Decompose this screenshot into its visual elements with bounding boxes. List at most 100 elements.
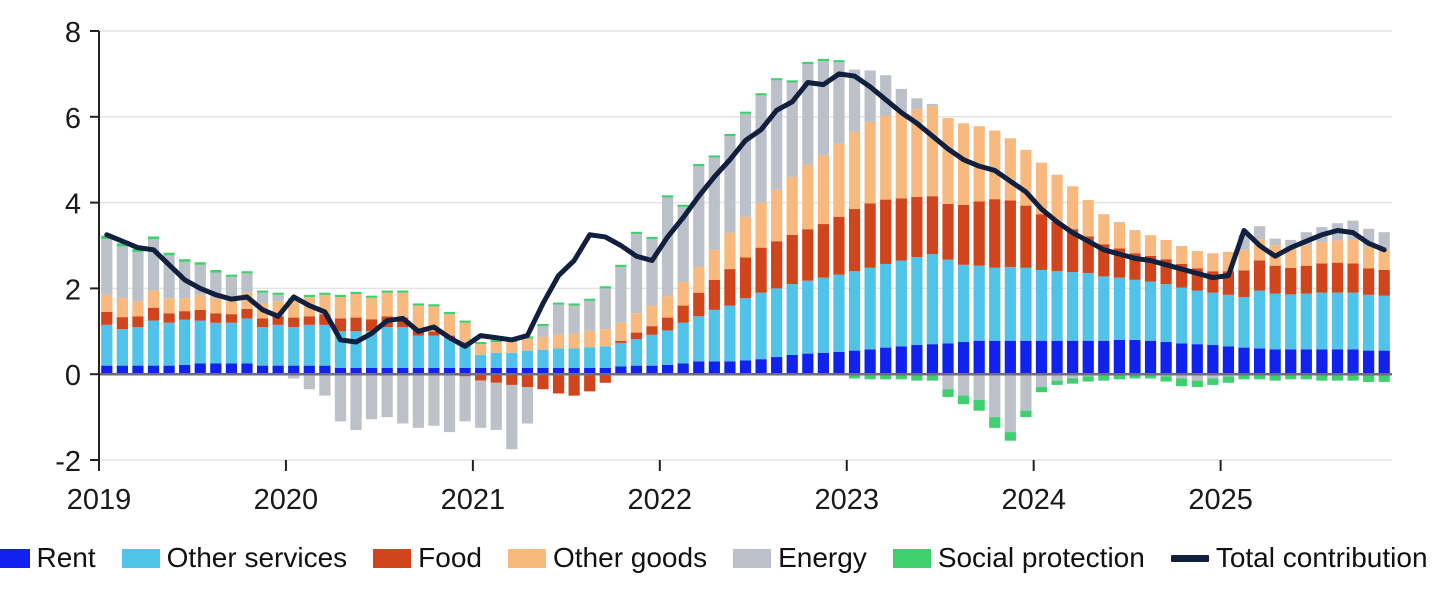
bar-segment <box>1378 269 1390 296</box>
bar-segment <box>989 130 1001 200</box>
bar-segment <box>147 290 160 308</box>
bar-segment <box>521 374 534 388</box>
bar-segment <box>225 300 238 315</box>
bar-segment <box>1285 267 1297 295</box>
bar-segment <box>646 236 658 240</box>
bar-segment <box>147 236 160 240</box>
bar-segment <box>895 88 907 113</box>
bar-segment <box>662 364 674 375</box>
legend-item[interactable]: Food <box>373 544 482 572</box>
bar-segment <box>1285 349 1297 375</box>
bar-segment <box>802 229 814 281</box>
bar-segment <box>630 313 643 333</box>
bar-segment <box>1098 276 1110 341</box>
bar-segment <box>116 317 128 330</box>
bar-segment <box>163 252 175 256</box>
bar-segment <box>288 317 300 328</box>
legend-item[interactable]: Energy <box>733 544 867 572</box>
bar-segment <box>1316 374 1328 381</box>
bar-segment <box>350 331 362 368</box>
bar-segment <box>957 342 970 375</box>
bar-segment <box>833 351 845 375</box>
bar-segment <box>568 367 580 375</box>
legend-label: Other services <box>166 542 348 573</box>
bar-segment <box>1300 265 1312 294</box>
bar-segment <box>584 298 596 301</box>
bar-segment <box>880 263 892 348</box>
bar-segment <box>1113 374 1125 380</box>
bar-segment <box>1363 350 1375 375</box>
bar-segment <box>1269 238 1281 246</box>
bar-segment <box>1207 271 1219 293</box>
bar-segment <box>101 294 113 312</box>
bar-segment <box>194 363 206 375</box>
bar-segment <box>1035 374 1048 388</box>
x-tick-label: 2020 <box>254 484 319 516</box>
bar-segment <box>973 265 985 341</box>
bar-segment <box>1004 432 1016 441</box>
bar-segment <box>552 304 565 335</box>
bar-segment <box>366 295 378 298</box>
legend-item[interactable]: Total contribution <box>1170 544 1428 572</box>
bar-segment <box>864 349 876 375</box>
bar-segment <box>1176 263 1188 288</box>
bar-segment <box>1160 342 1172 375</box>
bar-segment <box>708 361 720 375</box>
bar-segment <box>1253 226 1266 240</box>
bar-segment <box>1082 236 1094 273</box>
bar-segment <box>288 374 300 379</box>
bar-segment <box>880 199 892 264</box>
bar-segment <box>241 363 253 375</box>
chart-legend: Rent Other services Food Other goods Energy S… <box>0 536 1445 580</box>
legend-item[interactable]: Rent <box>0 544 96 572</box>
bar-segment <box>864 70 876 122</box>
bar-segment <box>1082 340 1094 375</box>
bar-segment <box>911 374 923 381</box>
bar-segment <box>693 163 705 167</box>
bar-segment <box>615 340 627 343</box>
bar-segment <box>615 366 627 375</box>
bar-segment <box>350 293 362 318</box>
bar-segment <box>475 380 487 428</box>
bar-segment <box>755 359 767 375</box>
bar-segment <box>615 264 627 267</box>
bar-segment <box>1004 266 1016 341</box>
legend-item[interactable]: Other services <box>121 542 348 573</box>
bar-segment <box>506 374 518 385</box>
bar-segment <box>241 318 253 364</box>
bar-segment <box>911 197 923 258</box>
bar-segment <box>1113 248 1125 278</box>
legend-item[interactable]: Social protection <box>892 542 1145 573</box>
bar-segment <box>521 350 534 368</box>
bar-segment <box>1067 229 1079 273</box>
bar-segment <box>1035 162 1048 215</box>
bar-segment <box>724 133 736 137</box>
bar-segment <box>1067 186 1079 230</box>
bar-segment <box>272 324 284 366</box>
bar-segment <box>147 365 160 375</box>
bar-segment <box>568 305 580 334</box>
bar-segment <box>942 343 954 375</box>
axes <box>90 30 1222 471</box>
bar-segment <box>1347 239 1359 264</box>
bar-segment <box>646 326 658 335</box>
legend-label: Social protection <box>937 542 1145 573</box>
bar-segment <box>1113 222 1125 249</box>
bar-segment <box>381 374 393 418</box>
legend-line-marker <box>1170 554 1209 562</box>
bar-segment <box>942 374 954 390</box>
bar-segment <box>1191 251 1203 269</box>
bar-segment <box>163 322 175 366</box>
bar-segment <box>163 255 175 299</box>
bar-segment <box>568 374 580 396</box>
bar-segment <box>210 363 222 375</box>
x-tick-label: 2023 <box>815 484 880 516</box>
bar-segment <box>739 360 752 375</box>
bar-segment <box>1051 340 1063 375</box>
bar-segment <box>397 327 409 368</box>
legend-item[interactable]: Other goods <box>507 544 707 572</box>
bar-segment <box>521 367 534 375</box>
bar-segment <box>443 367 456 375</box>
bar-segment <box>506 384 518 450</box>
bar-segment <box>911 345 923 375</box>
